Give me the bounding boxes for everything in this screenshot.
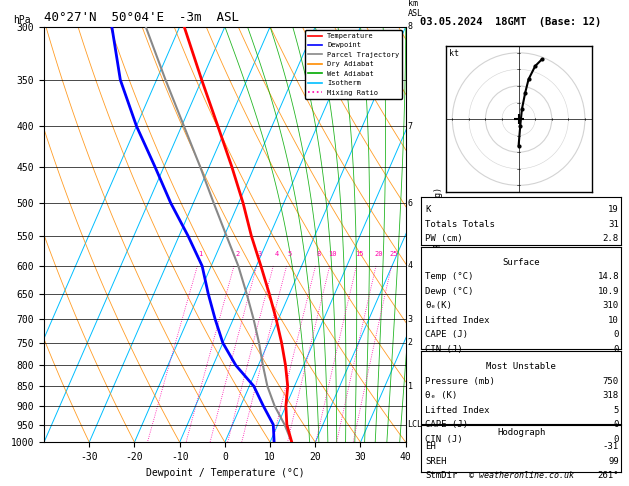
Text: 750: 750 <box>603 377 619 386</box>
Text: CIN (J): CIN (J) <box>425 435 463 444</box>
Text: 0: 0 <box>613 345 619 354</box>
Text: LCL: LCL <box>408 420 423 429</box>
Text: 15: 15 <box>355 251 364 257</box>
Text: 40°27'N  50°04'E  -3m  ASL: 40°27'N 50°04'E -3m ASL <box>44 11 239 24</box>
Text: 310: 310 <box>603 301 619 311</box>
Text: Surface: Surface <box>503 258 540 267</box>
Text: Lifted Index: Lifted Index <box>425 406 490 415</box>
Text: kt: kt <box>449 49 459 58</box>
Text: StmDir: StmDir <box>425 471 457 481</box>
Text: 3: 3 <box>408 314 413 324</box>
Legend: Temperature, Dewpoint, Parcel Trajectory, Dry Adiabat, Wet Adiabat, Isotherm, Mi: Temperature, Dewpoint, Parcel Trajectory… <box>305 30 402 99</box>
Text: θₑ (K): θₑ (K) <box>425 391 457 400</box>
Text: 14.8: 14.8 <box>598 272 619 281</box>
Text: 2: 2 <box>408 338 413 347</box>
Text: Totals Totals: Totals Totals <box>425 220 495 229</box>
Text: EH: EH <box>425 442 436 451</box>
Text: 1: 1 <box>408 382 413 391</box>
Text: 0: 0 <box>613 420 619 430</box>
Text: 0: 0 <box>613 435 619 444</box>
Text: θₑ(K): θₑ(K) <box>425 301 452 311</box>
Text: CIN (J): CIN (J) <box>425 345 463 354</box>
Text: 03.05.2024  18GMT  (Base: 12): 03.05.2024 18GMT (Base: 12) <box>420 17 601 27</box>
Text: 31: 31 <box>608 220 619 229</box>
Text: 25: 25 <box>390 251 398 257</box>
Text: 8: 8 <box>408 22 413 31</box>
Text: Most Unstable: Most Unstable <box>486 362 556 371</box>
Text: 10: 10 <box>608 316 619 325</box>
Text: 10: 10 <box>328 251 337 257</box>
Text: 3: 3 <box>258 251 262 257</box>
Text: K: K <box>425 205 431 214</box>
Text: 8: 8 <box>316 251 321 257</box>
Text: Temp (°C): Temp (°C) <box>425 272 474 281</box>
Text: 5: 5 <box>287 251 292 257</box>
Text: 318: 318 <box>603 391 619 400</box>
Text: hPa: hPa <box>13 15 31 25</box>
Text: CAPE (J): CAPE (J) <box>425 330 468 340</box>
Text: Dewp (°C): Dewp (°C) <box>425 287 474 296</box>
Text: 4: 4 <box>408 261 413 270</box>
Text: 7: 7 <box>408 122 413 131</box>
Text: CAPE (J): CAPE (J) <box>425 420 468 430</box>
Text: 1: 1 <box>199 251 203 257</box>
X-axis label: Dewpoint / Temperature (°C): Dewpoint / Temperature (°C) <box>145 468 304 478</box>
Text: 2.8: 2.8 <box>603 234 619 243</box>
Text: PW (cm): PW (cm) <box>425 234 463 243</box>
Text: 261°: 261° <box>598 471 619 481</box>
Text: 20: 20 <box>374 251 383 257</box>
Text: Lifted Index: Lifted Index <box>425 316 490 325</box>
Text: 4: 4 <box>274 251 279 257</box>
Text: Mixing Ratio (g/kg): Mixing Ratio (g/kg) <box>434 187 443 282</box>
Text: 19: 19 <box>608 205 619 214</box>
Text: 5: 5 <box>613 406 619 415</box>
Text: Hodograph: Hodograph <box>497 428 545 437</box>
Text: km
ASL: km ASL <box>408 0 423 18</box>
Text: 10.9: 10.9 <box>598 287 619 296</box>
Text: 6: 6 <box>408 199 413 208</box>
Text: SREH: SREH <box>425 457 447 466</box>
Text: Pressure (mb): Pressure (mb) <box>425 377 495 386</box>
Text: 99: 99 <box>608 457 619 466</box>
Text: 2: 2 <box>235 251 240 257</box>
Text: © weatheronline.co.uk: © weatheronline.co.uk <box>469 471 574 480</box>
Text: 0: 0 <box>613 330 619 340</box>
Text: -31: -31 <box>603 442 619 451</box>
